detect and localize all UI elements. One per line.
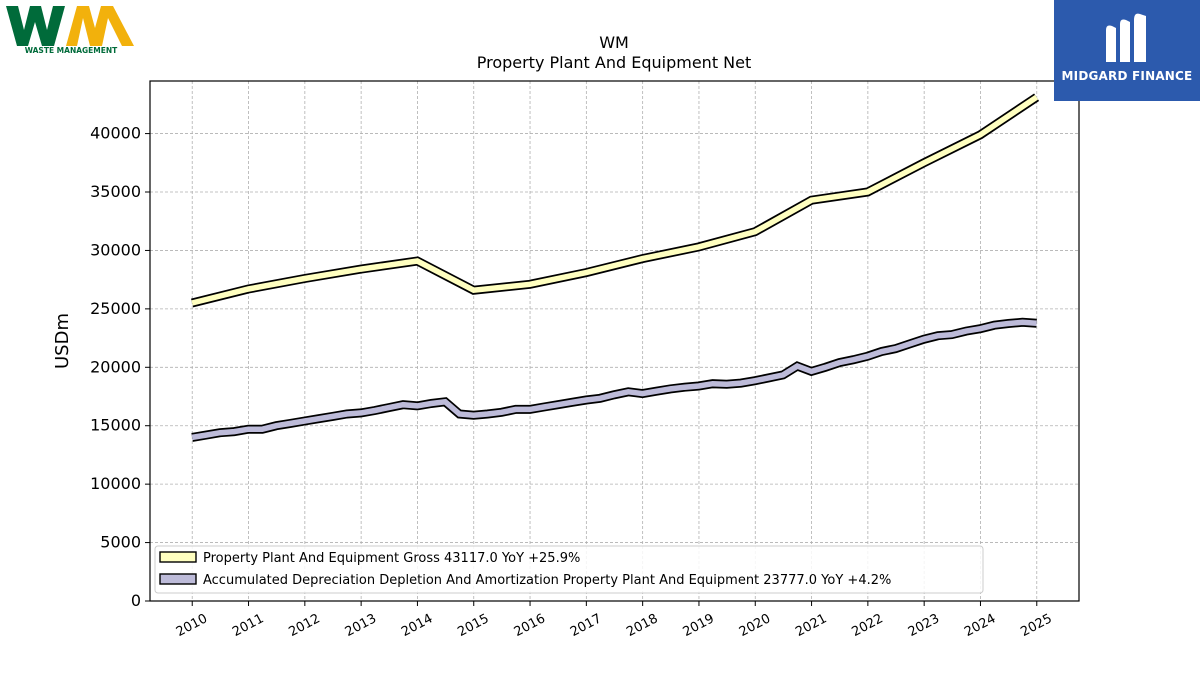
chart-subtitle: Property Plant And Equipment Net: [477, 53, 752, 72]
wm-logo-m-shape: [66, 6, 134, 46]
legend-swatch-gross: [159, 551, 197, 563]
midgard-finance-wordmark: MIDGARD FINANCE: [1061, 69, 1193, 83]
y-tick-label: 5000: [100, 533, 141, 552]
y-axis: 0 5000 10000 15000 20000 25000 30000 35000 40000: [90, 124, 150, 610]
y-tick-label: 10000: [90, 474, 141, 493]
y-tick-label: 20000: [90, 357, 141, 376]
plot-frame: [149, 80, 1080, 602]
y-tick-label: 35000: [90, 182, 141, 201]
series-line-gross-outline: [191, 93, 1040, 308]
grid-lines: [150, 81, 1079, 601]
y-tick-label: 40000: [90, 124, 141, 143]
y-tick-label: 0: [131, 591, 141, 610]
legend-label-gross: Property Plant And Equipment Gross 43117…: [203, 551, 580, 566]
x-tick-label: 2012: [286, 611, 322, 640]
series-line-accumulated: [191, 319, 1037, 441]
wm-logo-tagline: WASTE MANAGEMENT: [25, 46, 118, 55]
legend-label-accumulated: Accumulated Depreciation Depletion And A…: [203, 573, 891, 588]
x-tick-label: 2020: [737, 611, 773, 640]
x-tick-label: 2021: [793, 611, 829, 640]
y-tick-label: 15000: [90, 416, 141, 435]
x-tick-label: 2015: [455, 611, 491, 640]
series-line-gross: [191, 94, 1039, 306]
x-tick-label: 2016: [512, 611, 548, 640]
x-tick-label: 2022: [849, 611, 885, 640]
legend: Property Plant And Equipment Gross 43117…: [154, 545, 984, 594]
y-tick-label: 25000: [90, 299, 141, 318]
x-tick-label: 2025: [1018, 611, 1054, 640]
series-lines: [191, 93, 1040, 442]
legend-box: [154, 545, 984, 594]
x-tick-label: 2010: [174, 611, 210, 640]
y-tick-label: 30000: [90, 240, 141, 259]
x-tick-label: 2017: [568, 611, 604, 640]
x-axis: 2010 2011 2012 2013 2014 2015 2016 2017 2018 2019…: [174, 601, 1055, 640]
wm-logo: WASTE MANAGEMENT: [6, 4, 138, 56]
midgard-finance-logo: MIDGARD FINANCE: [1054, 0, 1200, 101]
y-axis-label: USDm: [52, 313, 73, 369]
x-tick-label: 2014: [399, 611, 435, 640]
legend-swatch-accumulated: [159, 573, 197, 585]
x-tick-label: 2019: [681, 611, 717, 640]
chart-title: WM: [599, 33, 629, 52]
x-tick-label: 2024: [962, 611, 998, 640]
x-tick-label: 2013: [343, 611, 379, 640]
x-tick-label: 2011: [230, 611, 266, 640]
midgard-emblem-icon: [1106, 13, 1146, 63]
wm-logo-w-shape: [6, 6, 65, 46]
x-tick-label: 2018: [624, 611, 660, 640]
x-tick-label: 2023: [906, 611, 942, 640]
